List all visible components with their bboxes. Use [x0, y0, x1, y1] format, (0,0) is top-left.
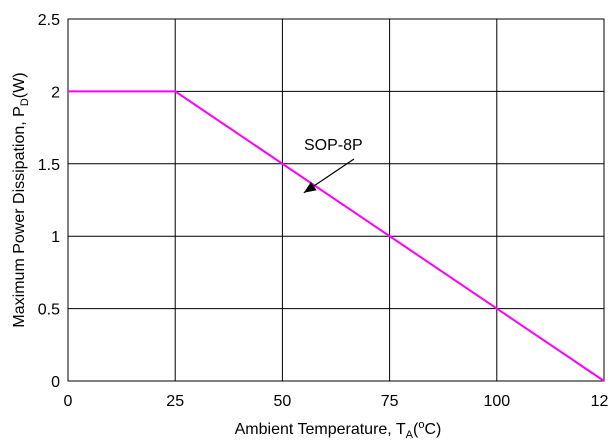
series-line	[68, 90, 605, 382]
series-layer	[68, 90, 605, 382]
series-annotation-label: SOP-8P	[304, 137, 363, 154]
x-tick-label: 125	[591, 393, 608, 410]
annotation-arrowhead	[303, 181, 317, 193]
x-axis-title: Ambient Temperature, TA(oC)	[235, 419, 442, 440]
x-tick-label: 50	[274, 393, 292, 410]
plot-frame	[67, 18, 605, 382]
x-tick-label: 0	[64, 393, 73, 410]
x-tick-labels: 0 25 50 75 100 125	[64, 393, 608, 410]
y-tick-labels: 0 0.5 1 1.5 2 2.5	[38, 12, 60, 391]
x-tick-label: 75	[381, 393, 399, 410]
y-tick-label: 1.5	[38, 157, 60, 174]
y-tick-label: 2	[51, 84, 60, 101]
y-tick-label: 0	[51, 374, 60, 391]
y-tick-label: 0.5	[38, 302, 60, 319]
y-tick-label: 2.5	[38, 12, 60, 29]
y-axis-title: Maximum Power Dissipation, PD(W)	[11, 72, 31, 327]
y-tick-label: 1	[51, 229, 60, 246]
x-tick-label: 100	[483, 393, 510, 410]
x-tick-label: 25	[166, 393, 184, 410]
